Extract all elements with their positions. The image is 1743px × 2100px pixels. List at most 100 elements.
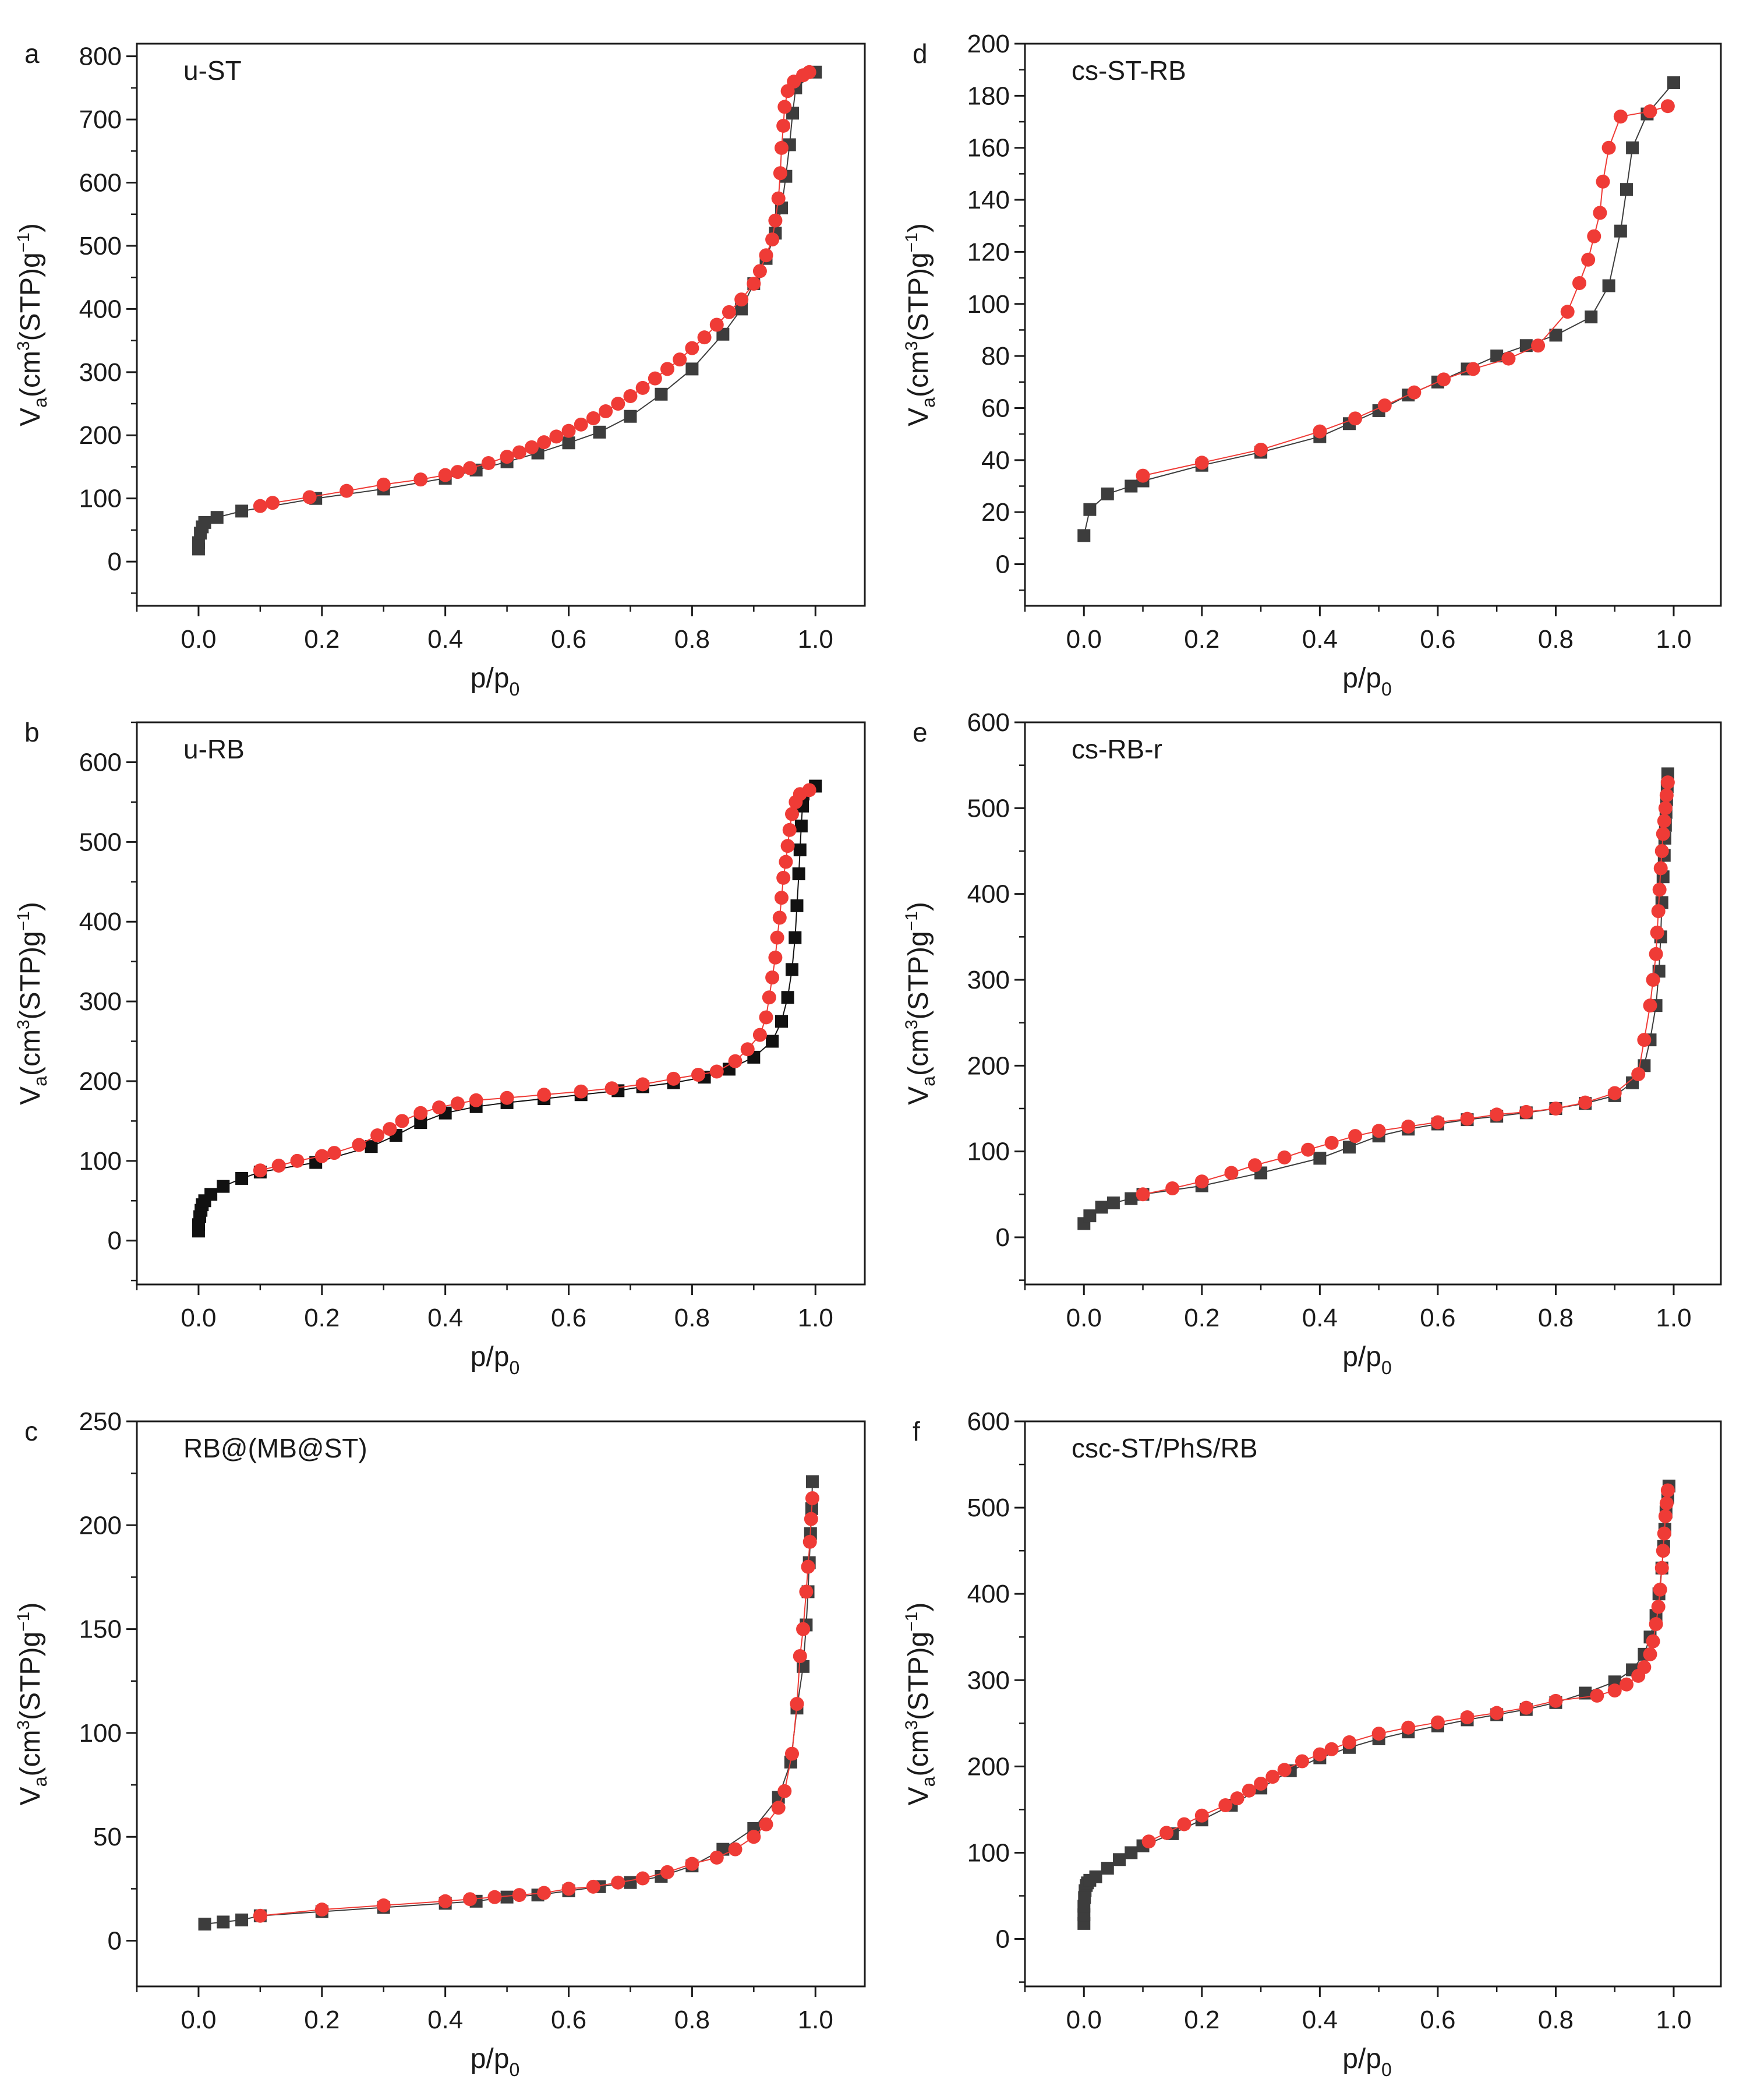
- y-axis-label-part: −1: [902, 1612, 921, 1632]
- point-desorption: [1430, 1715, 1445, 1730]
- point-adsorption: [766, 1035, 779, 1048]
- x-tick-label: 0.4: [1302, 1304, 1338, 1332]
- point-desorption: [1324, 1135, 1339, 1150]
- point-desorption: [768, 213, 783, 228]
- x-tick-label: 0.2: [1184, 1304, 1219, 1332]
- y-axis-label-part: −1: [902, 232, 921, 252]
- point-desorption: [1247, 1158, 1262, 1173]
- point-desorption: [635, 1871, 650, 1886]
- point-desorption: [796, 1622, 811, 1636]
- y-tick-label: 100: [967, 1138, 1010, 1166]
- point-desorption: [376, 477, 391, 492]
- y-tick-label: 60: [981, 394, 1010, 422]
- y-axis-label: Va(cm3(STP)g−1): [902, 902, 939, 1105]
- point-desorption: [1646, 1634, 1660, 1649]
- point-adsorption: [1313, 1152, 1327, 1165]
- y-axis-label-part: 3: [14, 1019, 33, 1029]
- y-tick-label: 300: [79, 358, 122, 387]
- point-desorption: [1371, 1727, 1386, 1741]
- point-desorption: [740, 1042, 755, 1057]
- panel-letter: d: [913, 38, 928, 69]
- point-desorption: [779, 855, 793, 869]
- x-axis-label-main: p/p: [471, 663, 510, 694]
- point-desorption: [1652, 883, 1667, 897]
- point-adsorption: [1585, 310, 1598, 324]
- point-desorption: [376, 1898, 391, 1912]
- point-desorption: [1660, 775, 1675, 790]
- point-adsorption: [793, 843, 807, 857]
- y-axis-label-part: a: [918, 397, 939, 408]
- x-tick-label: 0.6: [1420, 625, 1455, 654]
- point-adsorption: [235, 1913, 249, 1926]
- sample-name: cs-ST-RB: [1072, 55, 1186, 86]
- point-desorption: [574, 1084, 588, 1099]
- point-desorption: [1501, 351, 1516, 366]
- point-desorption: [780, 84, 795, 98]
- point-desorption: [697, 330, 712, 345]
- point-adsorption: [1083, 1209, 1097, 1223]
- point-desorption: [752, 1028, 767, 1042]
- point-desorption: [734, 292, 749, 307]
- x-tick-label: 1.0: [798, 2006, 833, 2034]
- y-axis-label-part: V: [15, 1086, 46, 1105]
- point-desorption: [1313, 424, 1327, 439]
- point-desorption: [463, 461, 478, 475]
- point-desorption: [370, 1128, 385, 1143]
- point-desorption: [1548, 1101, 1563, 1116]
- point-desorption: [253, 1163, 267, 1178]
- data-area: [1077, 767, 1675, 1230]
- point-desorption: [785, 807, 799, 821]
- y-axis-label-part: 3: [902, 1720, 921, 1730]
- y-axis-label-part: ): [15, 1603, 46, 1612]
- x-tick-label: 0.0: [181, 2006, 216, 2034]
- x-axis-label-main: p/p: [1342, 2043, 1381, 2074]
- point-desorption: [1295, 1754, 1309, 1769]
- point-desorption: [759, 248, 773, 263]
- point-adsorption: [217, 1180, 230, 1193]
- y-axis-label-part: (cm: [15, 351, 46, 397]
- point-desorption: [771, 191, 786, 206]
- point-desorption: [1653, 861, 1668, 876]
- point-desorption: [777, 1784, 792, 1798]
- point-desorption: [666, 1071, 681, 1086]
- y-tick-label: 180: [967, 82, 1010, 110]
- point-adsorption: [1519, 339, 1533, 352]
- point-adsorption: [685, 362, 699, 376]
- point-desorption: [561, 423, 576, 438]
- panel-letter: f: [913, 1416, 920, 1446]
- point-desorption: [635, 380, 650, 395]
- sample-name: u-ST: [183, 55, 242, 86]
- y-axis-label-part: 3: [14, 1720, 33, 1730]
- point-desorption: [776, 870, 791, 885]
- x-tick-label: 0.4: [427, 1304, 463, 1332]
- point-desorption: [1377, 398, 1392, 412]
- y-tick-label: 100: [79, 485, 122, 513]
- point-adsorption: [210, 511, 224, 524]
- point-adsorption: [1626, 141, 1639, 154]
- point-adsorption: [1602, 279, 1615, 292]
- point-desorption: [574, 417, 588, 432]
- y-tick-label: 400: [967, 880, 1010, 909]
- point-desorption: [747, 277, 761, 291]
- point-desorption: [709, 1064, 724, 1079]
- plot-frame: [136, 43, 866, 607]
- point-desorption: [1572, 276, 1586, 291]
- point-desorption: [432, 1100, 447, 1115]
- point-desorption: [450, 1096, 465, 1111]
- point-desorption: [801, 1559, 815, 1574]
- panel-letter: e: [913, 717, 928, 747]
- point-desorption: [1407, 385, 1422, 400]
- x-tick-label: 0.8: [674, 625, 710, 654]
- point-desorption: [777, 100, 792, 114]
- y-axis-label-part: a: [30, 1776, 51, 1787]
- y-axis-label-part: ): [903, 223, 934, 232]
- point-desorption: [524, 440, 539, 454]
- x-tick-label: 0.2: [1184, 625, 1219, 654]
- y-axis-label-part: (cm: [903, 1730, 934, 1777]
- point-desorption: [1519, 1700, 1533, 1715]
- series-line-desorption: [260, 789, 810, 1171]
- point-desorption: [660, 1865, 675, 1879]
- y-tick-label: 120: [967, 238, 1010, 266]
- y-axis-label-part: a: [30, 397, 51, 408]
- point-desorption: [253, 1908, 267, 1923]
